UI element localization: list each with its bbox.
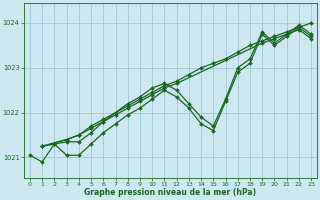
X-axis label: Graphe pression niveau de la mer (hPa): Graphe pression niveau de la mer (hPa) [84,188,257,197]
